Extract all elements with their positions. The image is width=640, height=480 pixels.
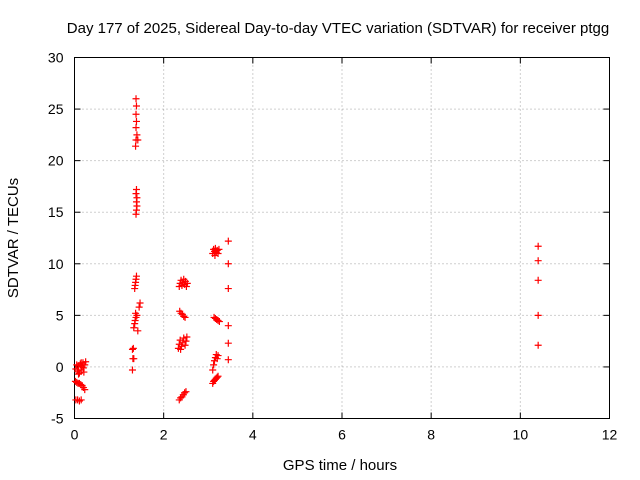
data-point [75, 370, 83, 378]
data-point [136, 299, 144, 307]
data-point [132, 309, 140, 317]
x-tick-label: 2 [160, 427, 168, 443]
data-point [128, 345, 136, 353]
data-point [215, 318, 223, 326]
data-point [181, 389, 189, 397]
data-point [133, 194, 141, 202]
chart-title: Day 177 of 2025, Sidereal Day-to-day VTE… [67, 20, 609, 37]
x-tick-label: 4 [249, 427, 257, 443]
data-point [132, 117, 140, 125]
y-tick-label: 30 [48, 50, 64, 66]
data-point [75, 397, 83, 405]
data-point [214, 317, 222, 325]
data-point [79, 364, 87, 372]
grid-lines [74, 57, 610, 419]
data-point [213, 373, 221, 381]
data-point [81, 386, 89, 394]
data-point [77, 359, 85, 367]
data-points [71, 95, 542, 405]
data-point [181, 341, 189, 349]
data-point [534, 276, 542, 284]
data-point [134, 327, 142, 335]
data-point [213, 355, 221, 363]
data-point [224, 237, 232, 245]
data-point [182, 337, 190, 345]
data-point [224, 285, 232, 293]
axis-ticks [74, 57, 610, 419]
data-point [534, 242, 542, 250]
x-tick-label: 6 [338, 427, 346, 443]
data-point [132, 272, 140, 280]
data-point [214, 352, 222, 360]
y-tick-label: -5 [51, 411, 64, 427]
data-point [82, 358, 90, 366]
y-tick-label: 20 [48, 153, 64, 169]
data-point [135, 303, 143, 311]
y-tick-labels: -5 0 5 10 15 20 25 30 [48, 50, 64, 427]
data-point [212, 351, 220, 359]
data-point [130, 355, 138, 363]
data-point [215, 245, 223, 253]
data-point [534, 257, 542, 265]
data-point [132, 102, 140, 110]
data-point [132, 110, 140, 118]
data-point [129, 344, 137, 352]
y-tick-label: 25 [48, 101, 64, 117]
data-point [534, 311, 542, 319]
data-point [132, 95, 140, 103]
data-point [77, 396, 85, 404]
x-axis-label: GPS time / hours [283, 457, 397, 474]
data-point [180, 312, 188, 320]
data-point [210, 361, 218, 369]
y-tick-label: 0 [56, 359, 64, 375]
data-point [224, 322, 232, 330]
data-point [182, 282, 190, 290]
x-tick-label: 8 [427, 427, 435, 443]
data-point [178, 342, 185, 350]
data-point [224, 260, 232, 268]
data-point [81, 361, 89, 369]
data-point [133, 131, 141, 139]
data-point [214, 372, 222, 380]
data-point [132, 124, 140, 132]
data-point [128, 366, 136, 374]
data-point [134, 136, 142, 144]
data-point [177, 345, 185, 353]
data-point [534, 341, 542, 349]
data-point [211, 252, 219, 260]
data-point [132, 186, 140, 194]
data-point [224, 339, 232, 347]
y-tick-label: 10 [48, 256, 64, 272]
data-point [131, 317, 139, 325]
data-point [209, 366, 217, 374]
data-point [132, 142, 140, 150]
data-point [182, 388, 190, 396]
x-tick-label: 12 [602, 427, 618, 443]
data-point [183, 279, 191, 287]
x-tick-labels: 0 2 4 6 8 10 12 [71, 427, 618, 443]
data-point [224, 356, 232, 364]
x-tick-label: 10 [513, 427, 529, 443]
y-tick-label: 15 [48, 204, 64, 220]
data-point [130, 324, 138, 332]
y-axis-label: SDTVAR / TECUs [5, 178, 22, 298]
x-tick-label: 0 [71, 427, 79, 443]
data-point [183, 333, 191, 341]
y-tick-label: 5 [56, 307, 64, 323]
data-point [181, 313, 189, 321]
